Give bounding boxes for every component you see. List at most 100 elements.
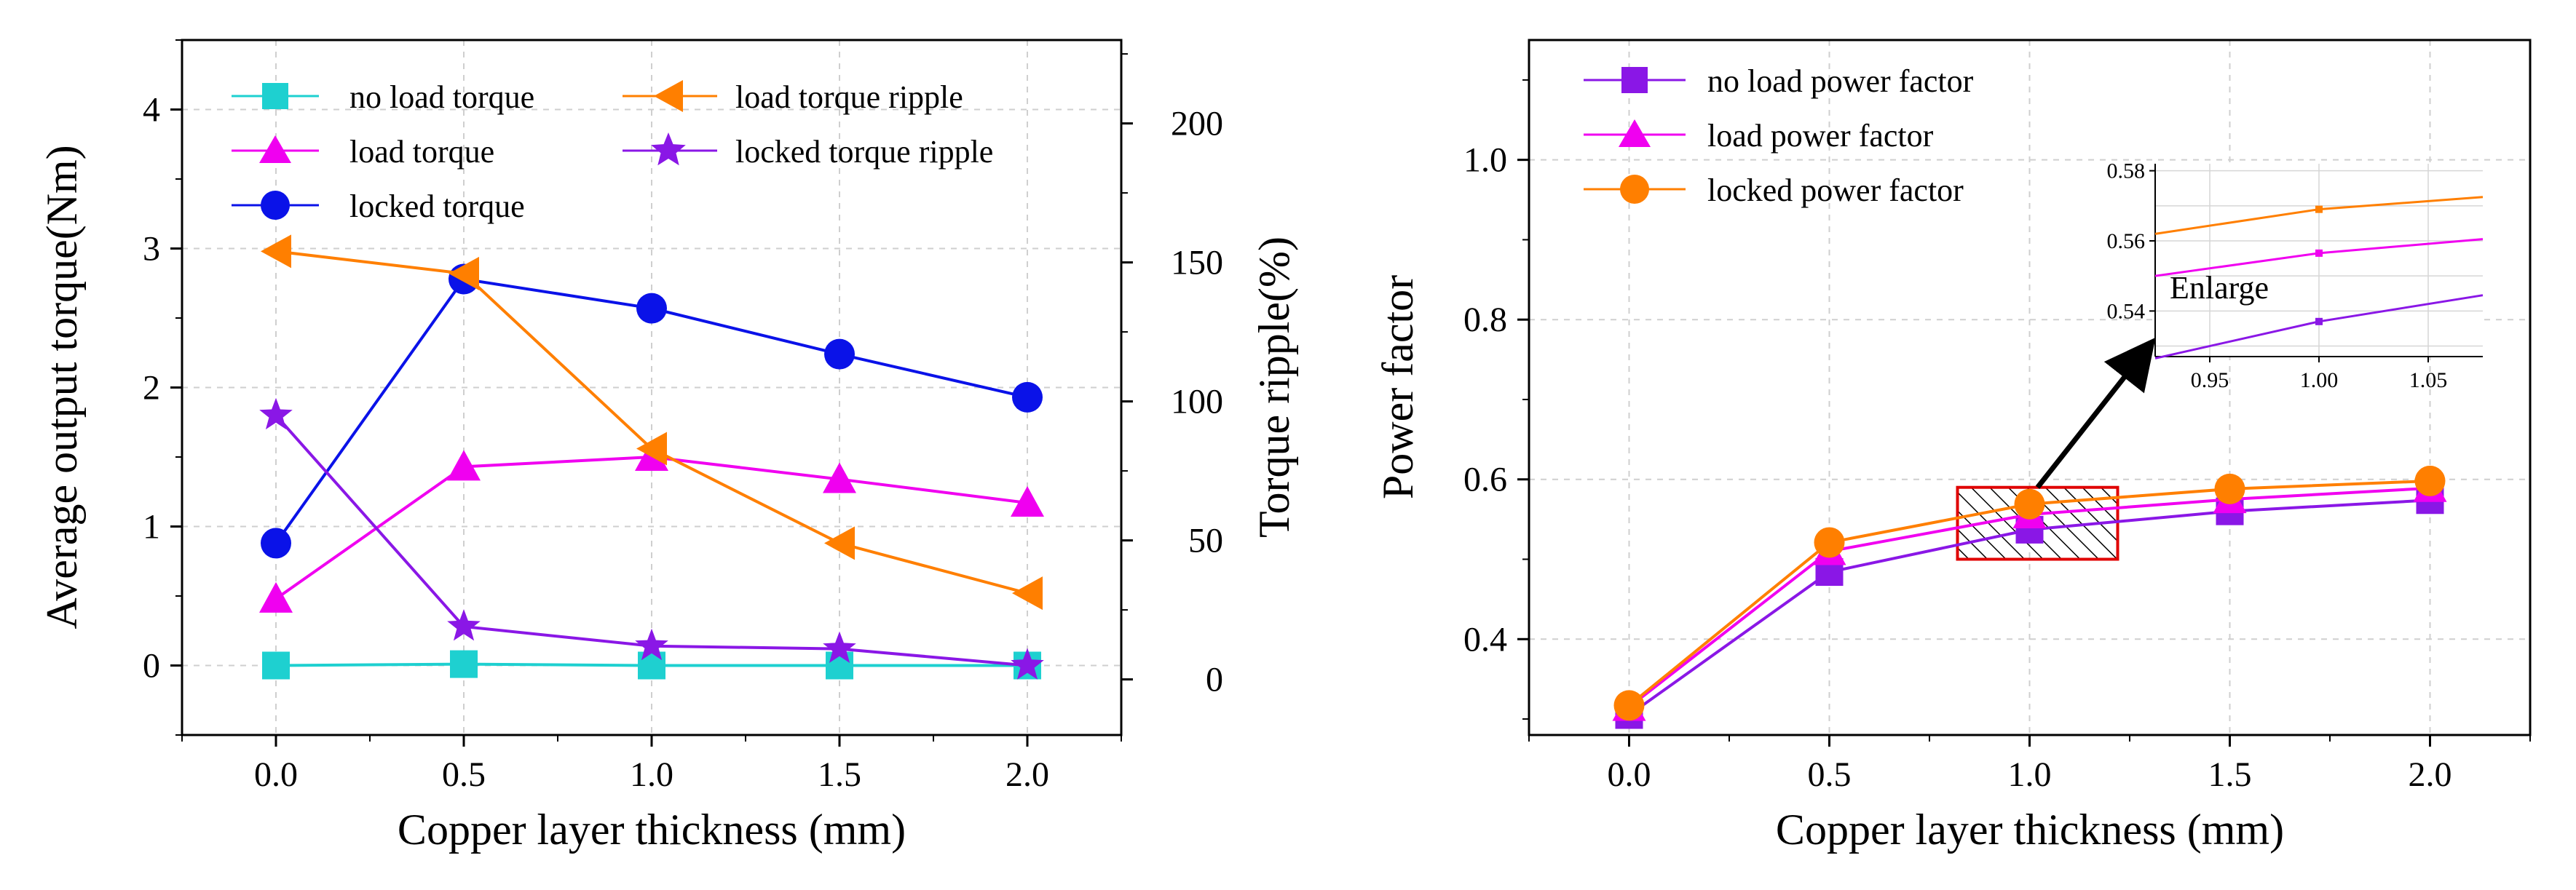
- legend-label: load torque ripple: [735, 79, 963, 115]
- circle-marker: [1814, 527, 1845, 558]
- legend-entry-load-torque: load torque: [232, 134, 494, 170]
- legend-label: locked torque: [349, 188, 525, 224]
- legend-star-marker: [651, 132, 686, 166]
- enlarge-inset: 0.95 1.00 1.05 0.54 0.56 0.58 Enlarge: [2107, 159, 2484, 392]
- square-marker: [450, 650, 478, 678]
- triangle-marker: [447, 450, 481, 481]
- y2-tick-label: 0: [1206, 661, 1223, 699]
- circle-marker: [1613, 690, 1645, 721]
- x-tick-label: 0.0: [254, 755, 298, 794]
- torque-chart-x-axis-title: Copper layer thickness (mm): [398, 806, 906, 854]
- legend-entry-locked-power-factor: locked power factor: [1584, 172, 1964, 208]
- circle-marker: [824, 338, 855, 370]
- power-factor-chart-x-ticks: 0.0 0.5 1.0 1.5 2.0: [1528, 735, 2531, 794]
- legend-label: no load torque: [349, 79, 534, 115]
- inset-enlarge-label: Enlarge: [2170, 270, 2269, 306]
- x-tick-label: 0.0: [1608, 755, 1651, 794]
- power-factor-chart: 0.0 0.5 1.0 1.5 2.0 0.4 0.6 0.8 1.0 Copper laye…: [1374, 39, 2532, 854]
- legend-label: locked power factor: [1707, 172, 1964, 208]
- torque-chart-y-axis-title: Average output torque(Nm): [38, 145, 86, 629]
- square-marker: [262, 651, 290, 680]
- legend-triangle-marker: [1619, 119, 1651, 147]
- inset-x-tick-label: 1.05: [2409, 368, 2448, 392]
- y-tick-label: 1: [143, 508, 160, 547]
- left-triangle-marker: [261, 234, 291, 269]
- power-factor-chart-legend: no load power factor load power factor l…: [1584, 63, 1974, 208]
- x-tick-label: 1.5: [818, 755, 861, 794]
- power-factor-chart-grid: [1529, 40, 2530, 735]
- series-locked-power-factor: [1613, 465, 2446, 721]
- legend-entry-load-torque-ripple: load torque ripple: [623, 79, 963, 115]
- legend-circle-marker: [1620, 175, 1649, 204]
- x-tick-label: 0.5: [442, 755, 486, 794]
- legend-label: no load power factor: [1707, 63, 1974, 99]
- y-tick-label: 2: [143, 369, 160, 408]
- inset-point-marker: [2315, 317, 2323, 325]
- legend-entry-load-power-factor: load power factor: [1584, 118, 1934, 154]
- circle-marker: [636, 293, 667, 324]
- inset-point-marker: [2315, 249, 2323, 257]
- square-marker: [638, 651, 665, 680]
- inset-series: [2154, 196, 2484, 359]
- circle-marker: [2014, 488, 2045, 520]
- circle-marker: [2414, 465, 2446, 496]
- y-tick-label: 0.6: [1463, 461, 1507, 499]
- star-marker: [1011, 648, 1044, 680]
- power-factor-chart-y-axis-title: Power factor: [1374, 275, 1422, 499]
- y-tick-label: 1.0: [1463, 141, 1507, 180]
- x-tick-label: 1.5: [2208, 755, 2252, 794]
- legend-square-marker: [262, 83, 288, 109]
- inset-y-tick-label: 0.56: [2107, 229, 2146, 253]
- left-triangle-marker: [449, 256, 479, 290]
- torque-chart-series: [259, 234, 1044, 680]
- legend-square-marker: [1621, 67, 1648, 93]
- torque-chart-x-ticks: 0.0 0.5 1.0 1.5 2.0: [181, 735, 1122, 794]
- inset-y-tick-label: 0.54: [2107, 299, 2146, 323]
- x-tick-label: 2.0: [2409, 755, 2452, 794]
- legend-entry-no-load-power-factor: no load power factor: [1584, 63, 1974, 99]
- y-tick-label: 0.4: [1463, 620, 1507, 659]
- enlarge-arrow: [2035, 337, 2156, 489]
- power-factor-chart-x-axis-title: Copper layer thickness (mm): [1776, 806, 2284, 854]
- inset-x-tick-label: 1.00: [2300, 368, 2339, 392]
- torque-chart-legend: no load torque load torque locked torque…: [232, 79, 993, 224]
- inset-point-marker: [2315, 205, 2323, 213]
- legend-label: load torque: [349, 134, 494, 170]
- inset-x-tick-label: 0.95: [2191, 368, 2229, 392]
- circle-marker: [261, 528, 291, 559]
- legend-circle-marker: [261, 191, 290, 220]
- star-marker: [823, 631, 856, 663]
- y2-tick-label: 150: [1171, 244, 1223, 282]
- x-tick-label: 0.5: [1808, 755, 1852, 794]
- power-factor-chart-series: [1612, 465, 2447, 729]
- torque-chart-y2-ticks: 0 50 100 150 200: [1121, 53, 1223, 699]
- power-factor-chart-frame: [1528, 39, 2532, 736]
- y2-tick-label: 50: [1188, 522, 1223, 560]
- torque-chart-y-ticks: 0 1 2 3 4: [143, 39, 182, 736]
- y-tick-label: 0.8: [1463, 301, 1507, 339]
- y-tick-label: 4: [143, 91, 160, 130]
- series-locked-torque-ripple: [259, 397, 1044, 680]
- circle-marker: [1012, 381, 1043, 413]
- legend-label: load power factor: [1707, 118, 1934, 154]
- star-marker: [447, 609, 481, 641]
- torque-chart: 0.0 0.5 1.0 1.5 2.0 0 1 2 3 4 0 50 100 150 200 Coppe…: [38, 39, 1298, 854]
- y-tick-label: 3: [143, 230, 160, 269]
- triangle-marker: [1011, 486, 1044, 517]
- torque-chart-y2-axis-title: Torque ripple(%): [1250, 237, 1298, 538]
- legend-left-triangle-marker: [654, 80, 683, 112]
- inset-ticks: 0.95 1.00 1.05 0.54 0.56 0.58: [2107, 159, 2448, 392]
- power-factor-chart-y-ticks: 0.4 0.6 0.8 1.0: [1463, 79, 1529, 720]
- left-triangle-marker: [636, 432, 667, 466]
- x-tick-label: 2.0: [1005, 755, 1049, 794]
- legend-label: locked torque ripple: [735, 134, 993, 170]
- y2-tick-label: 100: [1171, 383, 1223, 421]
- y-tick-label: 0: [143, 647, 160, 686]
- left-triangle-marker: [824, 526, 855, 560]
- y2-tick-label: 200: [1171, 105, 1223, 143]
- x-tick-label: 1.0: [630, 755, 673, 794]
- left-triangle-marker: [1012, 576, 1043, 611]
- star-marker: [259, 397, 293, 430]
- series-no-load-torque: [262, 650, 1041, 680]
